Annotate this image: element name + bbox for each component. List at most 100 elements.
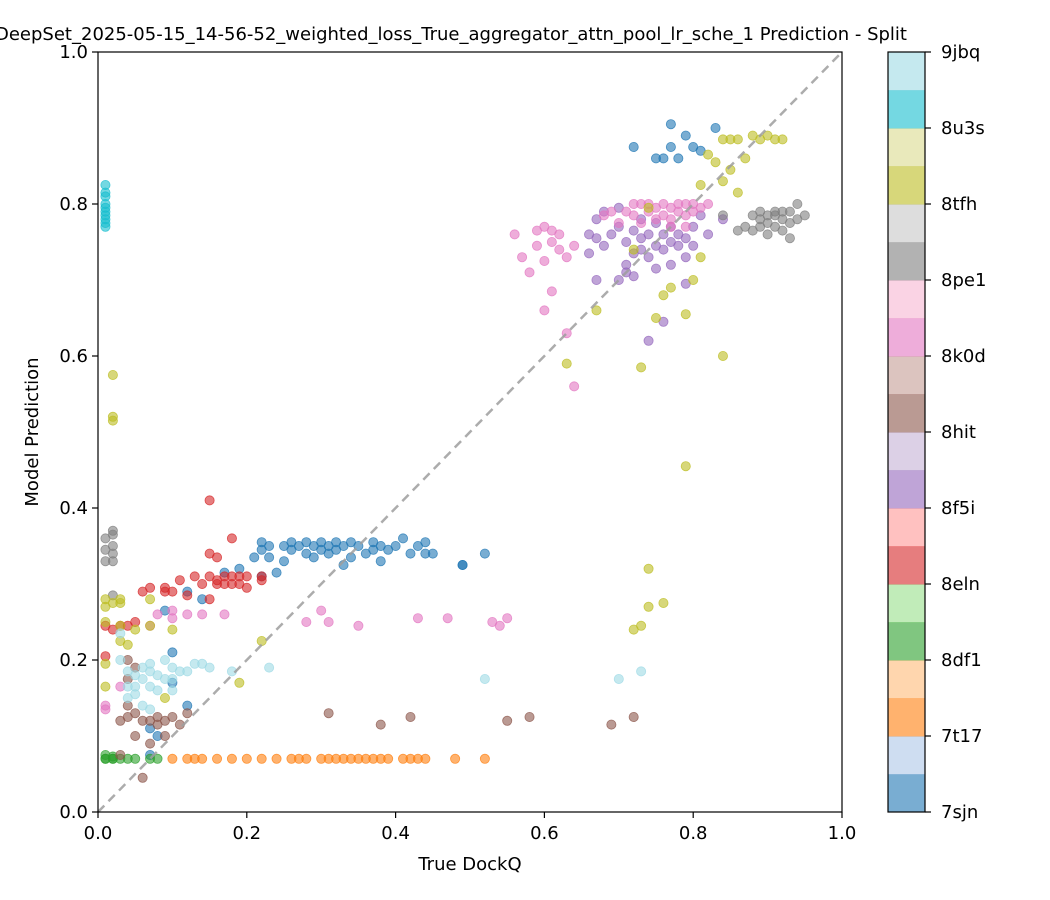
data-point [531,240,542,251]
data-point [145,704,156,715]
data-point [636,217,647,228]
data-point [189,571,200,582]
data-point [539,305,550,316]
data-point [167,624,178,635]
data-point [137,772,148,783]
data-point [673,240,684,251]
data-point [628,210,639,221]
data-point [695,252,706,263]
y-tick-label: 0.8 [59,194,88,215]
data-point [159,693,170,704]
data-point [412,613,423,624]
data-point [256,636,267,647]
colorbar-tick-label: 8u3s [941,118,985,139]
data-point [427,548,438,559]
data-point [152,753,163,764]
data-point [152,609,163,620]
data-point [658,153,669,164]
data-point [383,753,394,764]
data-point [703,198,714,209]
data-point [613,217,624,228]
colorbar-segment [888,356,925,395]
data-point [799,210,810,221]
data-point [420,537,431,548]
data-point [591,305,602,316]
data-point [584,248,595,259]
data-point [159,582,170,593]
data-point [628,244,639,255]
data-point [643,252,654,263]
data-point [256,753,267,764]
data-point [554,229,565,240]
data-point [249,552,260,563]
colorbar-tick-label: 8hit [941,422,976,443]
data-point [479,548,490,559]
data-point [680,252,691,263]
data-point [651,263,662,274]
data-point [100,700,111,711]
data-point [130,681,141,692]
data-point [784,233,795,244]
reference-diagonal-line [97,51,843,813]
data-point [546,286,557,297]
data-point [167,685,178,696]
colorbar-segment [888,318,925,357]
data-point [316,605,327,616]
colorbar-tick-label: 8pe1 [941,270,986,291]
data-point [271,567,282,578]
colorbar-segment [888,736,925,775]
data-point [301,617,312,628]
x-tick-label: 0.6 [530,823,559,844]
data-point [517,252,528,263]
colorbar-segment [888,166,925,205]
colorbar-segment [888,508,925,547]
colorbar-segment [888,774,925,813]
data-point [628,712,639,723]
data-point [628,225,639,236]
data-point [100,658,111,669]
data-point [442,613,453,624]
data-point [606,229,617,240]
data-point [264,662,275,673]
colorbar-segment [888,52,925,91]
colorbar [887,51,926,813]
data-point [130,708,141,719]
data-point [405,712,416,723]
data-point [241,571,252,582]
data-point [680,461,691,472]
data-point [636,620,647,631]
data-point [405,548,416,559]
data-point [502,613,513,624]
data-point [569,381,580,392]
data-point [606,206,617,217]
data-point [204,594,215,605]
colorbar-segment [888,470,925,509]
data-point [212,753,223,764]
data-point [651,312,662,323]
data-point [762,229,773,240]
data-point [509,229,520,240]
data-point [100,179,111,190]
data-point [323,617,334,628]
colorbar-segment [888,432,925,471]
data-point [479,674,490,685]
y-tick-label: 0.0 [59,802,88,823]
colorbar-tick-label: 8k0d [941,346,986,367]
data-point [256,571,267,582]
data-point [688,274,699,285]
colorbar-tick-label: 8eln [941,574,980,595]
data-point [784,206,795,217]
colorbar-tick-label: 9jbq [941,42,980,63]
data-point [107,411,118,422]
data-point [777,134,788,145]
colorbar-axis: 7sjn 7t17 8df1 8eln 8f5i 8hit 8k0d 8pe1 8tfh 8u3s… [925,42,986,823]
data-point [695,179,706,190]
colorbar-segment [888,90,925,129]
y-tick-label: 1.0 [59,42,88,63]
data-point [308,552,319,563]
data-point [107,541,118,552]
data-point [130,624,141,635]
data-point [546,236,557,247]
data-point [375,719,386,730]
colorbar-tick-label: 8f5i [941,498,975,519]
